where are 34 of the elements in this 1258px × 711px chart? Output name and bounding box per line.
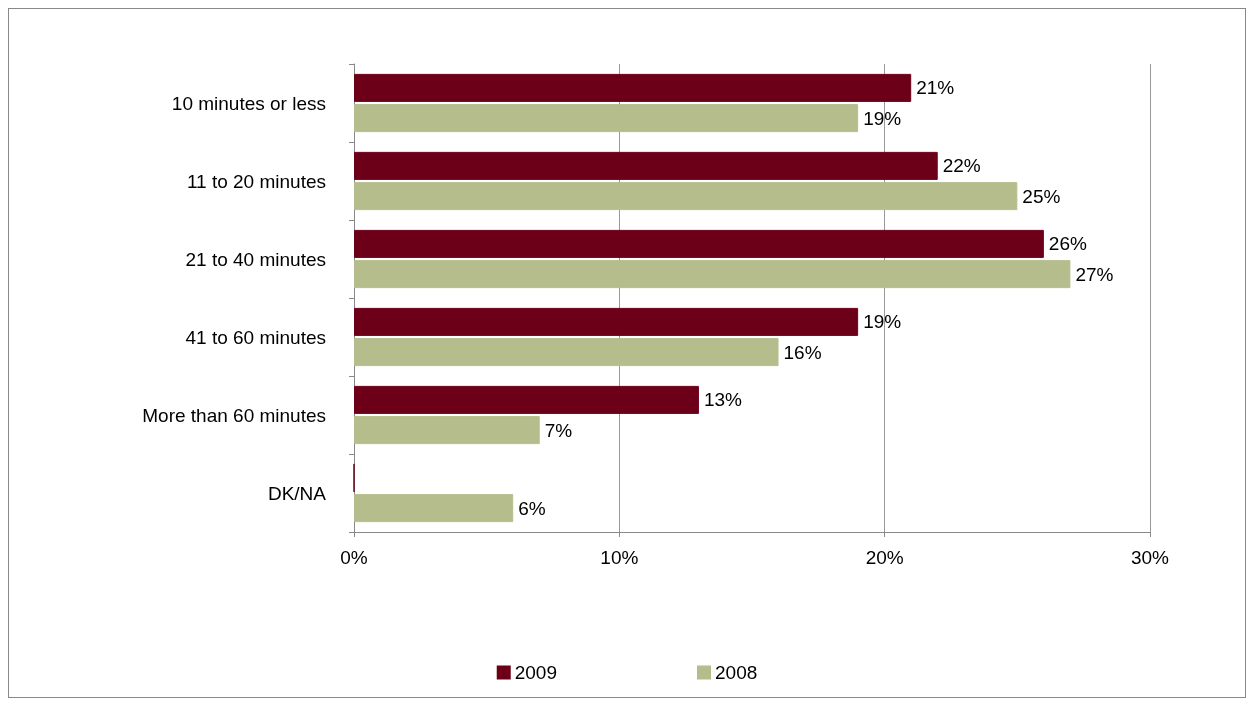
data-label: 13% — [703, 389, 743, 411]
y-tick-label: 10 minutes or less — [171, 92, 326, 114]
data-label: 6% — [518, 497, 546, 519]
x-tick-label: 0% — [340, 547, 368, 568]
bar — [354, 151, 938, 180]
x-tick-label: 30% — [1130, 547, 1170, 568]
data-label: 26% — [1048, 233, 1087, 255]
bar — [354, 385, 699, 414]
data-label: 16% — [783, 341, 822, 363]
y-tick-label: DK/NA — [267, 482, 327, 504]
data-label: 27% — [1075, 263, 1114, 285]
bar — [354, 229, 1044, 258]
data-label: 22% — [942, 155, 981, 177]
bar — [354, 260, 1071, 289]
data-label: 19% — [863, 311, 902, 333]
data-label: 25% — [1022, 185, 1061, 207]
legend-label: 2008 — [715, 662, 758, 683]
y-tick-label: More than 60 minutes — [142, 404, 326, 426]
bar — [354, 182, 1018, 211]
x-tick-label: 20% — [865, 547, 904, 568]
data-label: 21% — [916, 77, 955, 99]
x-tick-label: 10% — [600, 547, 639, 568]
bar — [354, 338, 779, 367]
bar — [354, 416, 540, 445]
y-tick-label: 41 to 60 minutes — [185, 326, 326, 348]
legend-label: 2009 — [514, 662, 558, 683]
bar — [354, 73, 912, 102]
data-label: 7% — [544, 419, 573, 441]
data-label: 19% — [863, 107, 902, 129]
bar — [354, 307, 859, 336]
bar — [354, 494, 514, 523]
bar — [354, 104, 859, 133]
y-tick-label: 11 to 20 minutes — [186, 170, 326, 192]
y-tick-label: 21 to 40 minutes — [185, 248, 326, 270]
